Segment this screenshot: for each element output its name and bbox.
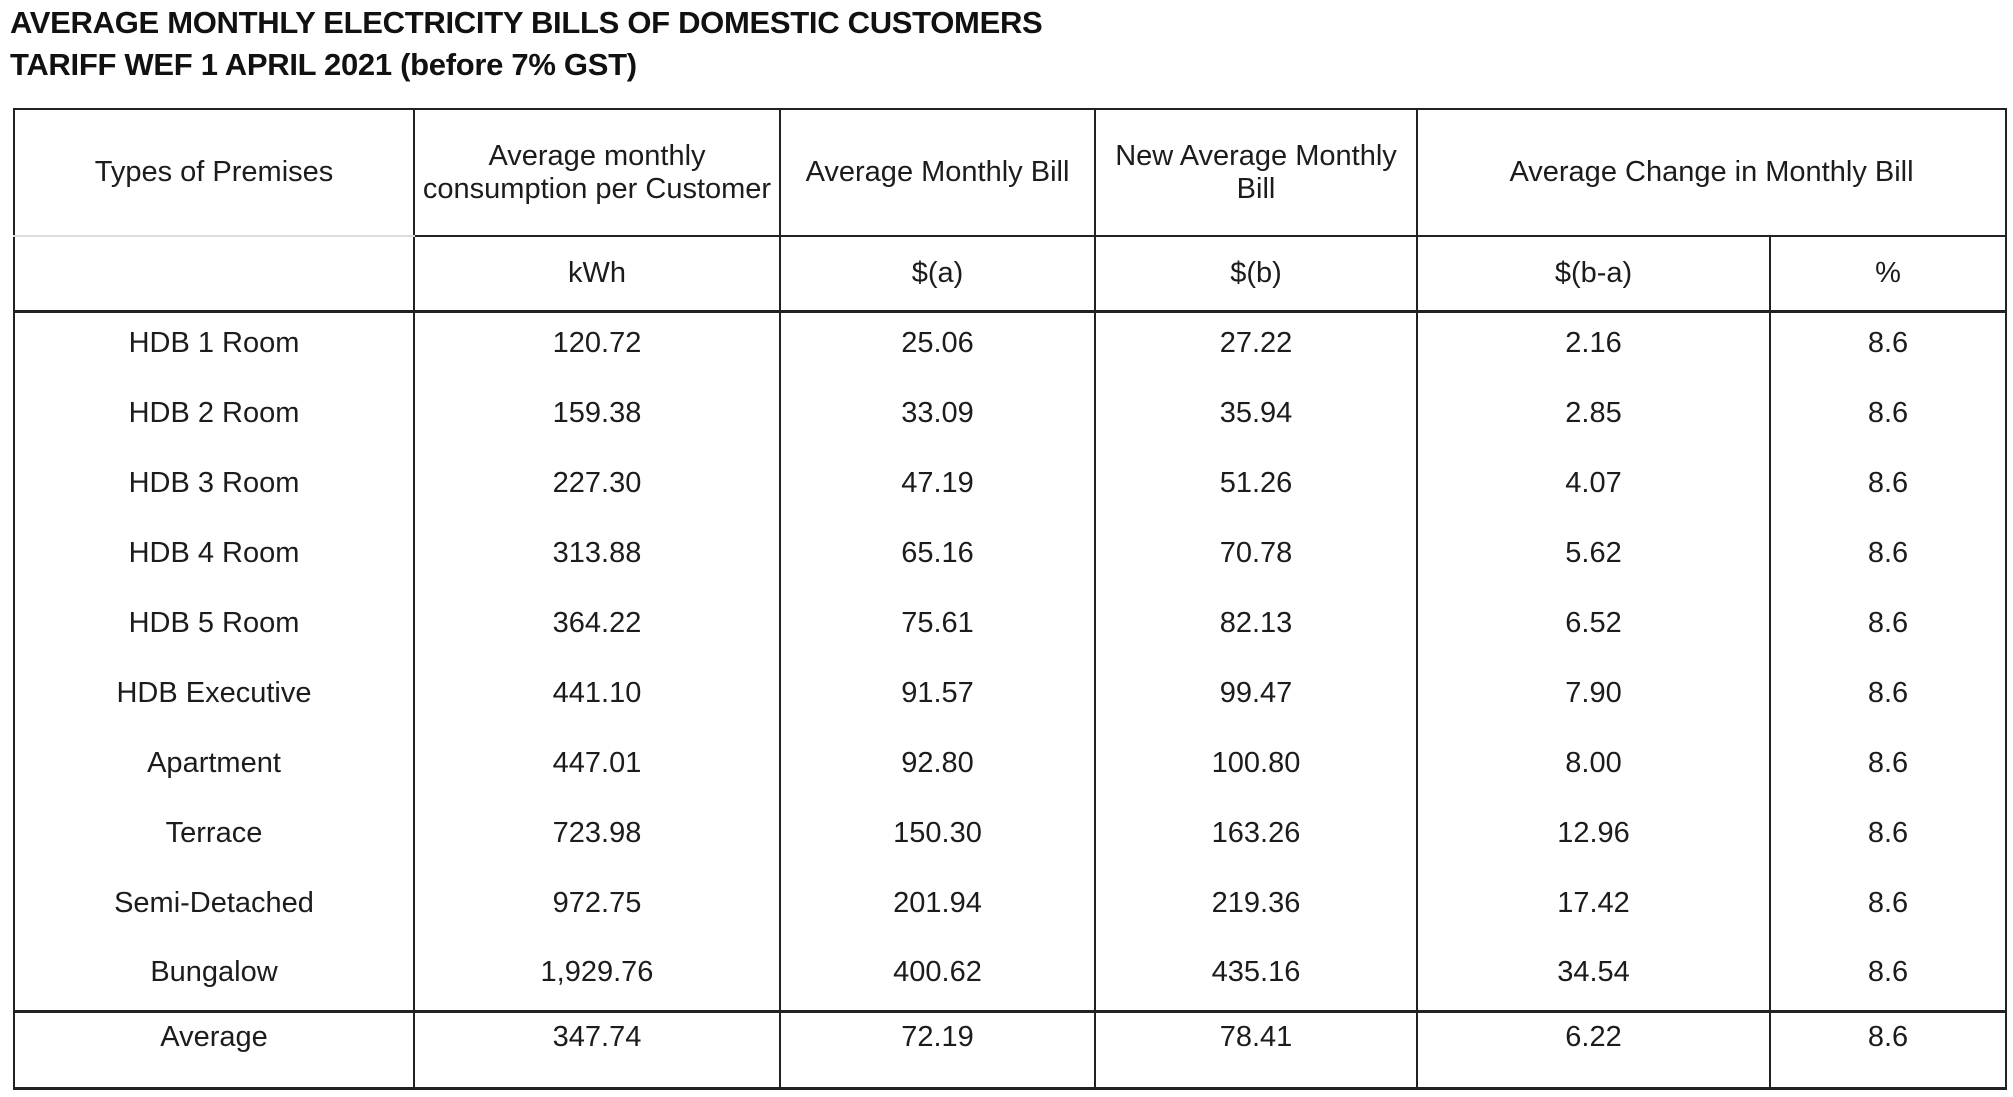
pct-cell: 8.6 <box>1769 451 2007 521</box>
pct-cell: 8.6 <box>1769 591 2007 661</box>
bill-a-cell: 92.80 <box>779 731 1096 801</box>
table-row: Semi-Detached 972.75 201.94 219.36 17.42… <box>13 871 2007 941</box>
bill-a-cell: 25.06 <box>779 311 1096 381</box>
header-consumption: Average monthly consumption per Customer <box>413 108 781 237</box>
unit-kwh: kWh <box>413 235 781 313</box>
change-cell: 5.62 <box>1416 521 1771 591</box>
change-cell: 2.16 <box>1416 311 1771 381</box>
pct-cell: 8.6 <box>1769 1009 2007 1089</box>
pct-cell: 8.6 <box>1769 521 2007 591</box>
change-cell: 7.90 <box>1416 661 1771 731</box>
kwh-cell: 1,929.76 <box>413 941 781 1011</box>
kwh-cell: 441.10 <box>413 661 781 731</box>
premises-cell: HDB 4 Room <box>13 521 415 591</box>
table-row: HDB 3 Room 227.30 47.19 51.26 4.07 8.6 <box>13 451 2007 521</box>
bill-a-cell: 75.61 <box>779 591 1096 661</box>
table-body: HDB 1 Room 120.72 25.06 27.22 2.16 8.6 H… <box>13 311 2007 1089</box>
bill-b-cell: 163.26 <box>1094 801 1418 871</box>
page-title: AVERAGE MONTHLY ELECTRICITY BILLS OF DOM… <box>10 2 1043 86</box>
table-row: HDB 2 Room 159.38 33.09 35.94 2.85 8.6 <box>13 381 2007 451</box>
change-cell: 6.22 <box>1416 1009 1771 1089</box>
bill-a-cell: 91.57 <box>779 661 1096 731</box>
premises-cell: Bungalow <box>13 941 415 1011</box>
premises-cell: HDB Executive <box>13 661 415 731</box>
header-row-main: Types of Premises Average monthly consum… <box>13 108 2007 237</box>
header-premises: Types of Premises <box>13 108 415 237</box>
pct-cell: 8.6 <box>1769 381 2007 451</box>
bill-b-cell: 27.22 <box>1094 311 1418 381</box>
unit-dollar-a: $(a) <box>779 235 1096 313</box>
change-cell: 2.85 <box>1416 381 1771 451</box>
header-new-avg-monthly-bill: New Average Monthly Bill <box>1094 108 1418 237</box>
bill-b-cell: 219.36 <box>1094 871 1418 941</box>
change-cell: 8.00 <box>1416 731 1771 801</box>
kwh-cell: 227.30 <box>413 451 781 521</box>
kwh-cell: 972.75 <box>413 871 781 941</box>
change-cell: 34.54 <box>1416 941 1771 1011</box>
bill-b-cell: 51.26 <box>1094 451 1418 521</box>
title-line-1: AVERAGE MONTHLY ELECTRICITY BILLS OF DOM… <box>10 5 1043 40</box>
premises-cell: Apartment <box>13 731 415 801</box>
title-line-2: TARIFF WEF 1 APRIL 2021 (before 7% GST) <box>10 47 637 82</box>
pct-cell: 8.6 <box>1769 871 2007 941</box>
change-cell: 17.42 <box>1416 871 1771 941</box>
premises-cell: HDB 3 Room <box>13 451 415 521</box>
premises-cell: HDB 1 Room <box>13 311 415 381</box>
kwh-cell: 364.22 <box>413 591 781 661</box>
change-cell: 6.52 <box>1416 591 1771 661</box>
unit-dollar-b-minus-a: $(b-a) <box>1416 235 1771 313</box>
kwh-cell: 159.38 <box>413 381 781 451</box>
pct-cell: 8.6 <box>1769 661 2007 731</box>
bill-a-cell: 72.19 <box>779 1009 1096 1089</box>
kwh-cell: 723.98 <box>413 801 781 871</box>
table-row: HDB Executive 441.10 91.57 99.47 7.90 8.… <box>13 661 2007 731</box>
pct-cell: 8.6 <box>1769 731 2007 801</box>
premises-cell: Semi-Detached <box>13 871 415 941</box>
premises-cell: Terrace <box>13 801 415 871</box>
header-avg-change: Average Change in Monthly Bill <box>1416 108 2007 237</box>
bill-b-cell: 35.94 <box>1094 381 1418 451</box>
table-row: Apartment 447.01 92.80 100.80 8.00 8.6 <box>13 731 2007 801</box>
bill-a-cell: 150.30 <box>779 801 1096 871</box>
kwh-cell: 447.01 <box>413 731 781 801</box>
table-row: HDB 1 Room 120.72 25.06 27.22 2.16 8.6 <box>13 311 2007 381</box>
bill-b-cell: 78.41 <box>1094 1009 1418 1089</box>
tariff-table: Types of Premises Average monthly consum… <box>13 108 2007 1090</box>
table-row: HDB 5 Room 364.22 75.61 82.13 6.52 8.6 <box>13 591 2007 661</box>
table-header: Types of Premises Average monthly consum… <box>13 108 2007 313</box>
kwh-cell: 347.74 <box>413 1009 781 1089</box>
bill-b-cell: 99.47 <box>1094 661 1418 731</box>
unit-dollar-b: $(b) <box>1094 235 1418 313</box>
premises-cell: HDB 5 Room <box>13 591 415 661</box>
header-avg-monthly-bill: Average Monthly Bill <box>779 108 1096 237</box>
average-row: Average 347.74 72.19 78.41 6.22 8.6 <box>13 1009 2007 1089</box>
bill-b-cell: 82.13 <box>1094 591 1418 661</box>
pct-cell: 8.6 <box>1769 311 2007 381</box>
unit-percent: % <box>1769 235 2007 313</box>
kwh-cell: 120.72 <box>413 311 781 381</box>
bill-a-cell: 33.09 <box>779 381 1096 451</box>
pct-cell: 8.6 <box>1769 941 2007 1011</box>
pct-cell: 8.6 <box>1769 801 2007 871</box>
bill-b-cell: 100.80 <box>1094 731 1418 801</box>
unit-premises-spacer <box>13 235 415 313</box>
premises-cell: Average <box>13 1009 415 1089</box>
premises-cell: HDB 2 Room <box>13 381 415 451</box>
change-cell: 4.07 <box>1416 451 1771 521</box>
bill-a-cell: 201.94 <box>779 871 1096 941</box>
bill-b-cell: 435.16 <box>1094 941 1418 1011</box>
table-row: Bungalow 1,929.76 400.62 435.16 34.54 8.… <box>13 941 2007 1011</box>
bill-a-cell: 47.19 <box>779 451 1096 521</box>
bill-a-cell: 65.16 <box>779 521 1096 591</box>
table-row: HDB 4 Room 313.88 65.16 70.78 5.62 8.6 <box>13 521 2007 591</box>
bill-b-cell: 70.78 <box>1094 521 1418 591</box>
table-row: Terrace 723.98 150.30 163.26 12.96 8.6 <box>13 801 2007 871</box>
bill-a-cell: 400.62 <box>779 941 1096 1011</box>
header-row-units: kWh $(a) $(b) $(b-a) % <box>13 235 2007 313</box>
change-cell: 12.96 <box>1416 801 1771 871</box>
kwh-cell: 313.88 <box>413 521 781 591</box>
